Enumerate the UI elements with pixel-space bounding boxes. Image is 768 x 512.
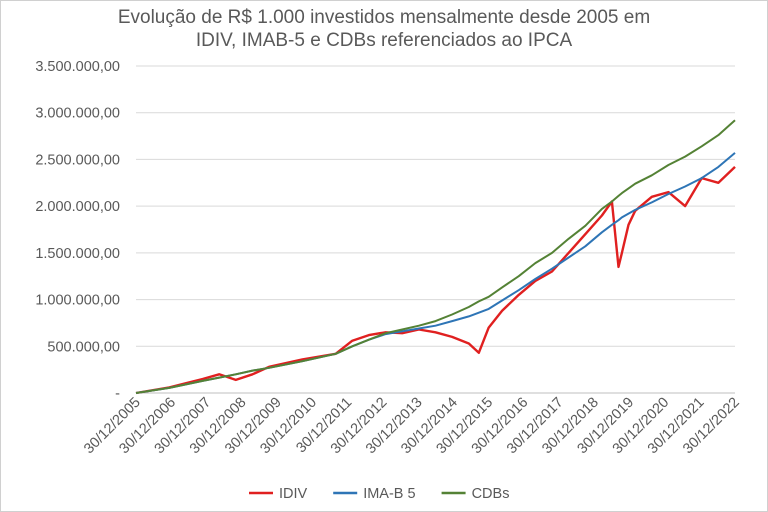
y-tick-label: 2.000.000,00	[35, 199, 120, 215]
legend-label-ima-b-5: IMA-B 5	[363, 486, 415, 502]
series-line-ima-b-5	[135, 152, 736, 394]
legend-label-idiv: IDIV	[279, 486, 308, 502]
y-tick-label: -	[115, 386, 120, 402]
y-tick-label: 2.500.000,00	[35, 152, 120, 168]
y-tick-label: 1.000.000,00	[35, 293, 120, 309]
chart-title: Evolução de R$ 1.000 investidos mensalme…	[0, 6, 768, 52]
legend-label-cdbs: CDBs	[472, 486, 510, 502]
chart-title-line-1: Evolução de R$ 1.000 investidos mensalme…	[117, 7, 651, 28]
chart-title-line-2: IDIV, IMAB-5 e CDBs referenciados ao IPC…	[195, 30, 573, 51]
series-line-idiv	[135, 166, 736, 395]
y-tick-label: 1.500.000,00	[35, 246, 120, 262]
y-tick-label: 3.500.000,00	[35, 59, 120, 75]
y-tick-label: 3.000.000,00	[35, 106, 120, 122]
y-tick-label: 500.000,00	[47, 339, 120, 355]
series-line-cdbs	[135, 119, 736, 394]
